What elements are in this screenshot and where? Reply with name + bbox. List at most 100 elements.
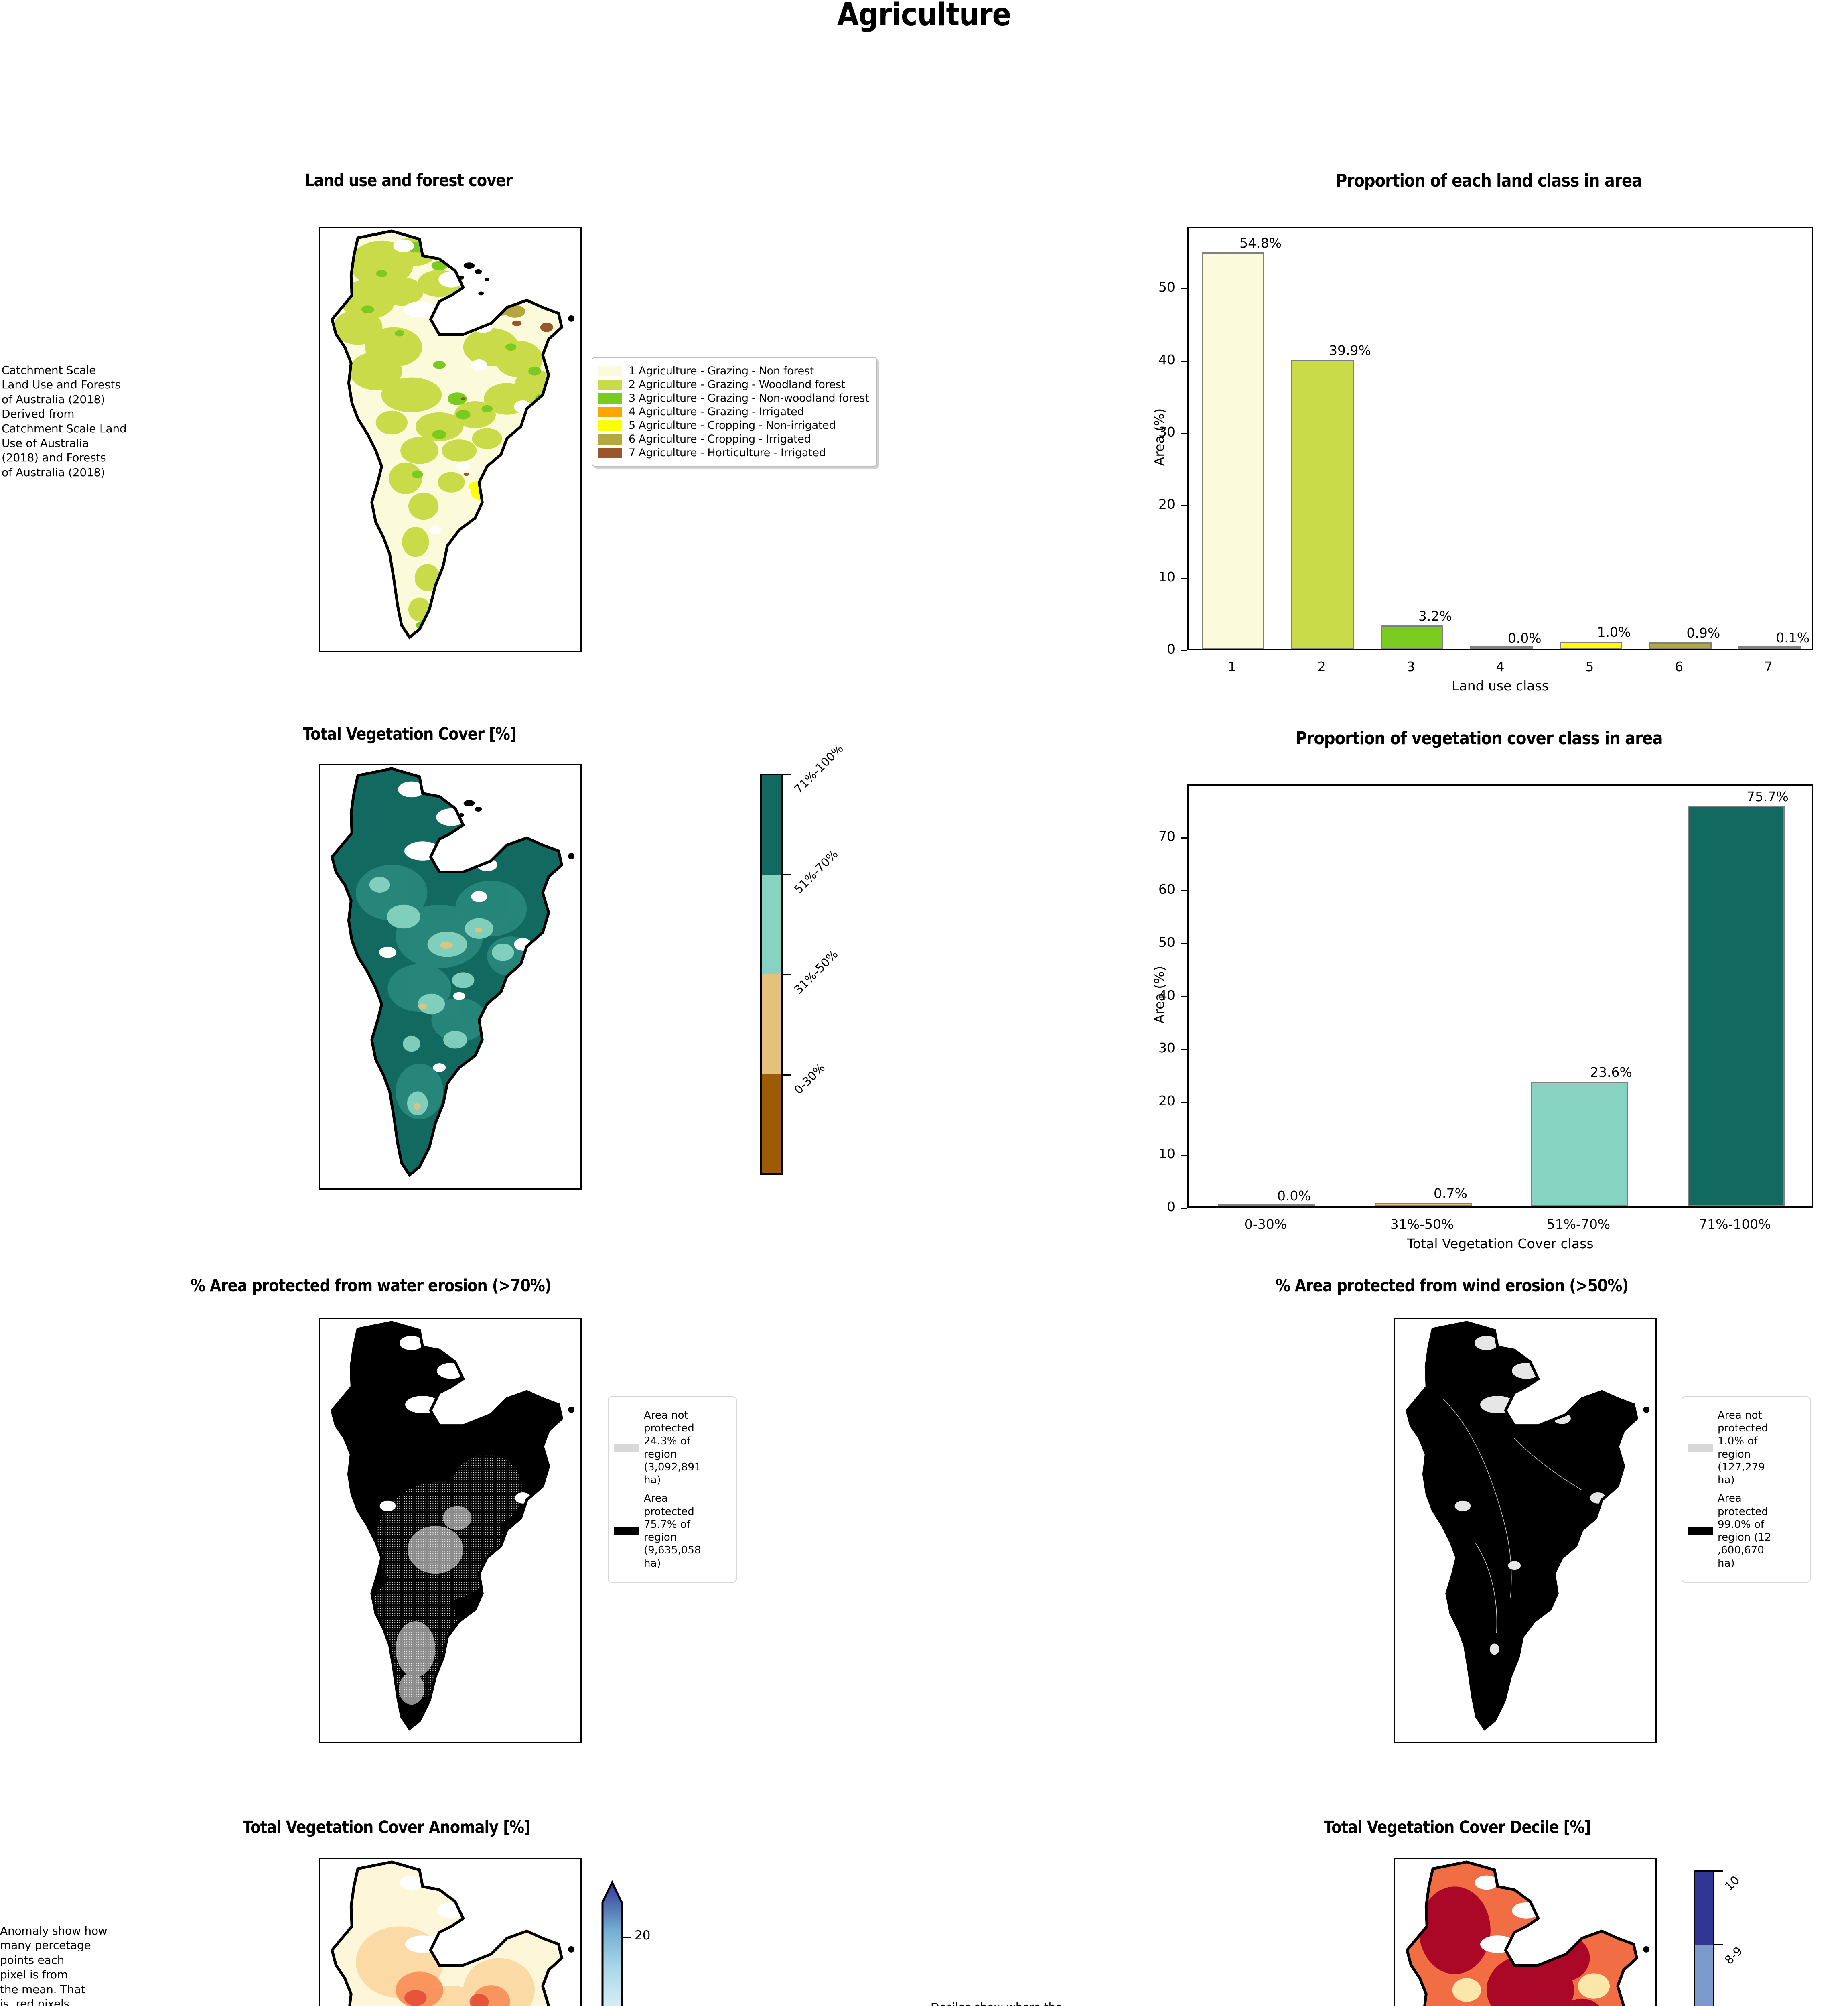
legend-item: 6 Agriculture - Cropping - Irrigated [598, 433, 869, 445]
wind-erosion-map-graphic [1405, 1321, 1650, 1731]
wind-erosion-map[interactable] [1394, 1318, 1657, 1743]
y-tick-mark [1181, 360, 1187, 362]
bar-value-label: 39.9% [1329, 343, 1371, 359]
anomaly-tick-20 [622, 1937, 631, 1938]
bar-51%-70% [1531, 1081, 1628, 1206]
colorbar-tick [783, 1074, 791, 1076]
x-tick-label: 31%-50% [1390, 1216, 1454, 1232]
veg-cover-map[interactable] [319, 764, 582, 1190]
x-tick-label: 51%-70% [1546, 1216, 1611, 1232]
y-tick-label: 20 [1158, 496, 1175, 512]
decile-map[interactable] [1394, 1858, 1657, 2006]
y-tick-mark [1181, 1155, 1187, 1156]
y-tick-label: 10 [1158, 569, 1175, 585]
land-class-x-axis-label: Land use class [1452, 678, 1549, 694]
decile-map-title: Total Vegetation Cover Decile [%] [1324, 1817, 1591, 1837]
decile-colorbar[interactable] [1694, 1870, 1714, 2006]
y-tick-label: 40 [1158, 351, 1175, 367]
legend-swatch-icon [614, 1443, 639, 1452]
legend-swatch-icon [614, 1527, 639, 1536]
x-tick-label: 3 [1406, 659, 1415, 674]
anomaly-map[interactable] [319, 1858, 582, 2006]
colorbar-segment-0-30 [762, 1074, 781, 1173]
anomaly-colorbar[interactable] [601, 1878, 629, 2006]
water-erosion-legend: Area not protected 24.3% of region (3,09… [608, 1396, 737, 1583]
decile-segment-8-9 [1695, 1945, 1713, 2006]
veg-cover-colorbar[interactable] [760, 774, 783, 1175]
colorbar-tick [783, 974, 791, 975]
y-tick-mark [1181, 577, 1187, 579]
bar-4 [1470, 646, 1533, 649]
land-use-map-graphic [330, 229, 575, 640]
wind-erosion-legend: Area not protected 1.0% of region (127,2… [1682, 1396, 1811, 1583]
veg-cover-map-graphic [330, 767, 575, 1177]
y-tick-label: 30 [1158, 1040, 1175, 1056]
y-tick-mark [1181, 505, 1187, 507]
bar-value-label: 0.7% [1434, 1185, 1467, 1201]
veg-cover-map-title: Total Vegetation Cover [%] [303, 724, 517, 744]
bar-value-label: 1.0% [1597, 624, 1631, 640]
land-class-chart-title: Proportion of each land class in area [1336, 171, 1642, 191]
bar-0-30% [1218, 1204, 1315, 1206]
legend-item: 1 Agriculture - Grazing - Non forest [598, 365, 869, 377]
anomaly-caption: Anomaly show how many percetage points e… [0, 1924, 108, 2006]
legend-item: 3 Agriculture - Grazing - Non-woodland f… [598, 392, 869, 404]
y-tick-mark [1181, 943, 1187, 944]
legend-item: 2 Agriculture - Grazing - Woodland fores… [598, 378, 869, 391]
colorbar-label-71-100: 71%-100% [791, 741, 846, 796]
bar-value-label: 3.2% [1418, 608, 1452, 624]
y-tick-label: 60 [1158, 881, 1175, 897]
land-class-y-axis-label: Area (%) [1151, 408, 1167, 466]
legend-swatch-icon [598, 447, 622, 458]
legend-swatch-icon [598, 434, 622, 445]
x-tick-label: 4 [1496, 659, 1505, 674]
y-tick-label: 70 [1158, 828, 1175, 844]
bar-6 [1649, 642, 1712, 649]
decile-tick [1714, 1870, 1723, 1872]
y-tick-mark [1181, 890, 1187, 891]
veg-class-y-axis-label: Area (%) [1151, 966, 1167, 1024]
colorbar-tick [783, 874, 791, 875]
bar-5 [1559, 641, 1622, 649]
y-tick-mark [1181, 1208, 1187, 1209]
decile-map-graphic [1405, 1860, 1650, 2006]
y-tick-label: 30 [1158, 424, 1175, 440]
water-erosion-map-title: % Area protected from water erosion (>70… [191, 1276, 552, 1296]
decile-tick [1714, 1944, 1723, 1945]
y-tick-label: 50 [1158, 934, 1175, 950]
x-tick-label: 2 [1317, 659, 1326, 674]
bar-value-label: 0.0% [1507, 630, 1542, 646]
x-tick-label: 0-30% [1244, 1216, 1287, 1232]
wind-erosion-map-title: % Area protected from wind erosion (>50%… [1276, 1276, 1629, 1296]
legend-swatch-icon [1688, 1527, 1713, 1536]
legend-swatch-icon [598, 393, 622, 404]
legend-item: 5 Agriculture - Cropping - Non-irrigated [598, 419, 869, 432]
bar-71%-100% [1688, 806, 1785, 1206]
water-erosion-map[interactable] [319, 1318, 582, 1743]
legend-item: 7 Agriculture - Horticulture - Irrigated [598, 447, 869, 459]
x-tick-label: 71%-100% [1699, 1216, 1771, 1232]
legend-item: 4 Agriculture - Grazing - Irrigated [598, 406, 869, 418]
legend-item-protected: Area protected 99.0% of region (12 ,600,… [1688, 1492, 1804, 1569]
land-class-bar-chart[interactable] [1187, 227, 1813, 650]
x-tick-label: 6 [1675, 659, 1684, 674]
land-use-map[interactable] [319, 227, 582, 652]
legend-swatch-icon [598, 420, 622, 431]
y-tick-label: 40 [1158, 987, 1175, 1003]
y-tick-label: 0 [1167, 641, 1175, 657]
y-tick-mark [1181, 996, 1187, 997]
water-erosion-map-graphic [330, 1321, 575, 1731]
x-tick-label: 7 [1764, 659, 1773, 674]
land-use-legend: 1 Agriculture - Grazing - Non forest 2 A… [592, 357, 877, 467]
veg-class-bar-chart[interactable] [1187, 784, 1813, 1208]
veg-class-chart-title: Proportion of vegetation cover class in … [1296, 728, 1663, 749]
decile-caption: Deciles show where the pixel value lies … [931, 2000, 1119, 2006]
anomaly-label-20: 20 [635, 1928, 651, 1943]
colorbar-label-0-30: 0-30% [791, 1060, 828, 1097]
bar-7 [1738, 646, 1801, 649]
legend-swatch-icon [598, 406, 622, 417]
y-tick-label: 20 [1158, 1093, 1175, 1109]
decile-label-10: 10 [1722, 1873, 1743, 1894]
bar-value-label: 0.1% [1776, 630, 1810, 646]
colorbar-segment-71-100 [762, 775, 781, 875]
